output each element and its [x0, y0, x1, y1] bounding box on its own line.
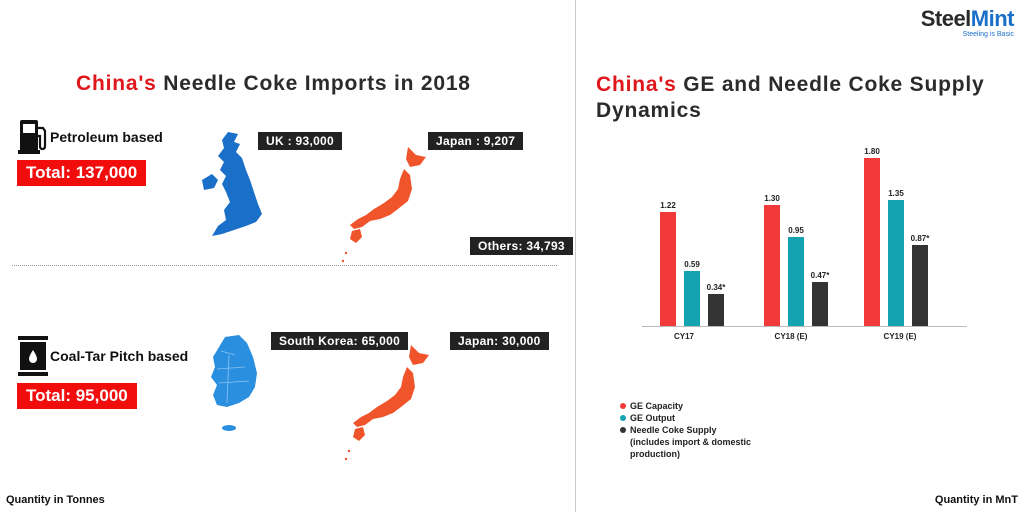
petroleum-total: Total: 137,000 [17, 160, 147, 186]
bar-needle-coke-2: 0.87* [911, 234, 929, 326]
left-title: China's Needle Coke Imports in 2018 [76, 72, 471, 96]
tag-south-korea: South Korea: 65,000 [271, 332, 409, 350]
chart-legend: GE Capacity GE Output Needle Coke Supply… [620, 400, 755, 460]
legend-dot-dark-icon [620, 427, 626, 433]
bar-value-label: 0.87* [910, 234, 930, 243]
tag-others: Others: 34,793 [470, 237, 573, 255]
bar-value-label: 1.22 [660, 201, 676, 210]
tag-japan-coal-tar: Japan: 30,000 [450, 332, 549, 350]
bar-chart: 1.22 0.59 0.34* 1.30 0.95 0.47* 1.80 1.35 0.87* [642, 147, 967, 326]
legend-item-ge-output: GE Output [620, 412, 755, 424]
tag-japan-petroleum: Japan : 9,207 [428, 132, 524, 150]
logo-name-a: Steel [920, 6, 972, 31]
section-divider [12, 265, 557, 266]
left-title-highlight: China's [76, 72, 157, 95]
petroleum-label: Petroleum based [50, 129, 163, 145]
oil-barrel-icon [18, 336, 48, 381]
bar-value-label: 1.30 [764, 194, 780, 203]
bar-value-label: 1.35 [888, 189, 904, 198]
bar-ge-output-2: 1.35 [888, 189, 904, 326]
bar-needle-coke-1: 0.47* [811, 271, 829, 326]
steelmint-logo: SteelMint Steeling is Basic [920, 6, 1015, 39]
left-title-rest: Needle Coke Imports in 2018 [156, 72, 471, 95]
bar-ge-output-0: 0.59 [684, 260, 700, 326]
bar-value-label: 0.95 [788, 226, 804, 235]
x-label-cy18: CY18 (E) [774, 332, 808, 341]
legend-dot-red-icon [620, 403, 626, 409]
bar-ge-capacity-1: 1.30 [764, 194, 780, 326]
bar-ge-output-1: 0.95 [788, 226, 804, 326]
bar-ge-capacity-2: 1.80 [864, 147, 880, 326]
bar-value-label: 0.34* [706, 283, 726, 292]
bar-needle-coke-0: 0.34* [707, 283, 725, 326]
bar-value-label: 0.59 [684, 260, 700, 269]
logo-tagline: Steeling is Basic [962, 31, 1014, 38]
legend-item-ge-capacity: GE Capacity [620, 400, 755, 412]
logo-name-b: Mint [970, 6, 1015, 31]
legend-item-needle-coke: Needle Coke Supply (includes import & do… [620, 424, 755, 460]
fuel-pump-icon [18, 118, 50, 159]
bar-ge-capacity-0: 1.22 [660, 201, 676, 326]
x-label-cy19: CY19 (E) [883, 332, 917, 341]
x-label-cy17: CY17 [673, 332, 694, 341]
legend-dot-teal-icon [620, 415, 626, 421]
uk-map-icon [198, 130, 268, 245]
right-title: China's GE and Needle Coke Supply Dynami… [596, 72, 1016, 124]
right-footer-unit: Quantity in MnT [934, 494, 1018, 506]
coal-tar-label: Coal-Tar Pitch based [50, 348, 189, 364]
left-footer-unit: Quantity in Tonnes [6, 494, 105, 506]
panel-divider [575, 0, 576, 512]
right-title-highlight: China's [596, 73, 677, 96]
bar-value-label: 1.80 [864, 147, 880, 156]
bar-value-label: 0.47* [810, 271, 830, 280]
south-korea-map-icon [205, 335, 260, 440]
right-title-rest: GE and Needle Coke Supply Dynamics [596, 73, 985, 122]
coal-tar-total: Total: 95,000 [17, 383, 137, 409]
tag-uk: UK : 93,000 [258, 132, 342, 150]
x-axis-line [642, 326, 967, 327]
japan-map-icon-2 [343, 343, 433, 473]
japan-map-icon [340, 145, 430, 275]
